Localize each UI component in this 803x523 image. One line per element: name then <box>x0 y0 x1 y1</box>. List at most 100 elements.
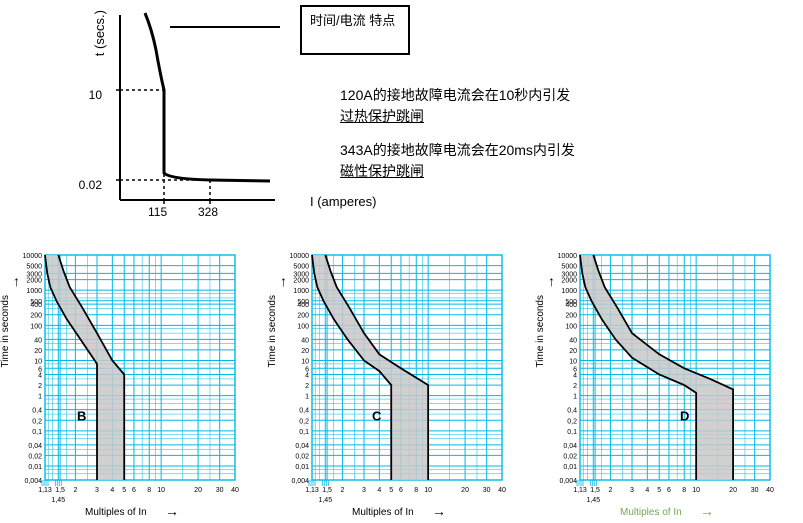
svg-text:100: 100 <box>565 323 577 330</box>
svg-text:100: 100 <box>297 323 309 330</box>
svg-text:40: 40 <box>301 337 309 344</box>
svg-text:4: 4 <box>305 372 309 379</box>
svg-text:200: 200 <box>297 313 309 320</box>
chart-d-xarrow: → <box>700 503 714 519</box>
svg-text:2000: 2000 <box>293 278 309 285</box>
svg-text:5: 5 <box>657 487 661 494</box>
svg-text:5: 5 <box>122 487 126 494</box>
svg-text:3: 3 <box>95 487 99 494</box>
svg-text:0,2: 0,2 <box>299 418 309 425</box>
top-xtick-328: 328 <box>198 205 218 219</box>
svg-text:5000: 5000 <box>26 264 42 271</box>
svg-text:1,45: 1,45 <box>586 497 600 503</box>
svg-text:B: B <box>77 408 86 423</box>
svg-text:0,02: 0,02 <box>563 453 577 460</box>
callout-text: 时间/电流 特点 <box>310 13 395 28</box>
svg-text:1,45: 1,45 <box>318 497 332 503</box>
svg-text:5000: 5000 <box>293 264 309 271</box>
svg-text:10: 10 <box>692 487 700 494</box>
svg-text:0,04: 0,04 <box>28 443 42 450</box>
svg-text:4: 4 <box>110 487 114 494</box>
svg-text:0,2: 0,2 <box>567 418 577 425</box>
svg-text:0,4: 0,4 <box>299 408 309 415</box>
chart-b-ylabel: Time in seconds <box>0 295 11 367</box>
svg-text:10000: 10000 <box>290 253 310 260</box>
svg-text:10: 10 <box>424 487 432 494</box>
svg-text:1,13: 1,13 <box>38 487 52 494</box>
svg-text:2000: 2000 <box>26 278 42 285</box>
top-ytick-10: 10 <box>76 88 102 102</box>
svg-text:2: 2 <box>573 383 577 390</box>
svg-text:40: 40 <box>34 337 42 344</box>
chart-c-wrap: C100005000300020001000500400200100402010… <box>272 245 532 520</box>
svg-text:20: 20 <box>194 487 202 494</box>
annotation-2-text: 343A的接地故障电流会在20ms内引发 <box>340 142 575 158</box>
svg-text:20: 20 <box>569 348 577 355</box>
svg-text:20: 20 <box>729 487 737 494</box>
svg-text:C: C <box>372 408 382 423</box>
svg-text:0,1: 0,1 <box>567 429 577 436</box>
svg-text:1000: 1000 <box>26 288 42 295</box>
chart-d-yarrow: ↑ <box>548 273 555 289</box>
svg-text:30: 30 <box>483 487 491 494</box>
svg-text:200: 200 <box>30 313 42 320</box>
svg-text:3: 3 <box>630 487 634 494</box>
svg-text:8: 8 <box>147 487 151 494</box>
svg-text:6: 6 <box>399 487 403 494</box>
top-ytick-002: 0.02 <box>70 178 102 192</box>
svg-text:0,4: 0,4 <box>32 408 42 415</box>
svg-text:1000: 1000 <box>561 288 577 295</box>
svg-text:0,004: 0,004 <box>24 478 42 485</box>
annotation-1: 120A的接地故障电流会在10秒内引发 过热保护跳闸 <box>340 85 570 127</box>
svg-text:100: 100 <box>30 323 42 330</box>
chart-d-ylabel: Time in seconds <box>535 295 546 367</box>
svg-text:1: 1 <box>305 394 309 401</box>
svg-text:0,4: 0,4 <box>567 408 577 415</box>
svg-text:1,13: 1,13 <box>305 487 319 494</box>
top-x-axis-label: I (amperes) <box>310 194 376 209</box>
svg-text:400: 400 <box>297 302 309 309</box>
svg-text:10: 10 <box>34 359 42 366</box>
svg-text:400: 400 <box>565 302 577 309</box>
svg-text:10000: 10000 <box>558 253 578 260</box>
svg-text:40: 40 <box>231 487 239 494</box>
svg-text:10: 10 <box>569 359 577 366</box>
svg-text:10: 10 <box>301 359 309 366</box>
annotation-1-ul: 过热保护跳闸 <box>340 108 424 124</box>
annotation-1-text: 120A的接地故障电流会在10秒内引发 <box>340 87 570 103</box>
svg-text:0,02: 0,02 <box>28 453 42 460</box>
svg-text:0,04: 0,04 <box>563 443 577 450</box>
svg-text:20: 20 <box>301 348 309 355</box>
top-y-axis-label: t (secs.) <box>92 10 107 56</box>
chart-d-wrap: D100005000300020001000500400200100402010… <box>540 245 800 520</box>
top-xtick-115: 115 <box>148 205 167 219</box>
svg-text:30: 30 <box>751 487 759 494</box>
svg-text:5: 5 <box>389 487 393 494</box>
svg-text:10000: 10000 <box>23 253 43 260</box>
top-diagram: t (secs.) 时间/电流 特点 10 0.02 115 328 I (am… <box>0 0 803 240</box>
svg-text:1000: 1000 <box>293 288 309 295</box>
chart-b-yarrow: ↑ <box>13 273 20 289</box>
svg-text:D: D <box>680 408 689 423</box>
svg-text:0,004: 0,004 <box>291 478 309 485</box>
chart-d-xlabel: Multiples of In <box>620 507 682 518</box>
chart-b-wrap: B100005000300020001000500400200100402010… <box>5 245 265 520</box>
svg-text:20: 20 <box>34 348 42 355</box>
svg-text:0,01: 0,01 <box>28 464 42 471</box>
annotation-2: 343A的接地故障电流会在20ms内引发 磁性保护跳闸 <box>340 140 575 182</box>
svg-text:1,45: 1,45 <box>51 497 65 503</box>
annotation-2-ul: 磁性保护跳闸 <box>340 163 424 179</box>
svg-text:6: 6 <box>667 487 671 494</box>
svg-text:4: 4 <box>377 487 381 494</box>
chart-b-xlabel: Multiples of In <box>85 507 147 518</box>
top-trip-curve-chart <box>110 5 280 205</box>
svg-text:2: 2 <box>340 487 344 494</box>
svg-text:10: 10 <box>157 487 165 494</box>
svg-text:30: 30 <box>216 487 224 494</box>
svg-text:40: 40 <box>569 337 577 344</box>
svg-text:20: 20 <box>461 487 469 494</box>
chart-c-xlabel: Multiples of In <box>352 507 414 518</box>
svg-text:2: 2 <box>73 487 77 494</box>
svg-text:0,004: 0,004 <box>559 478 577 485</box>
svg-text:0,1: 0,1 <box>32 429 42 436</box>
